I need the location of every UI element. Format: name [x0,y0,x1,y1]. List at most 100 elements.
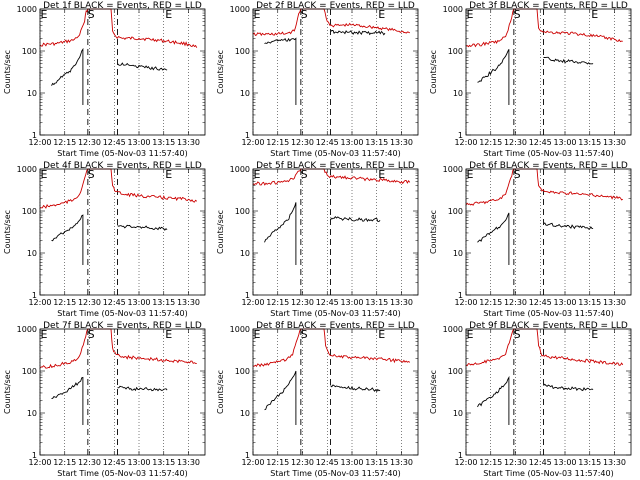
events-series-line [477,212,594,265]
chart-svg-9f: Det 9f BLACK = Events, RED = LLD Counts/s… [429,321,632,478]
y-axis-label: Counts/sec [3,370,12,414]
y-tick-label: 1 [32,451,37,460]
x-tick-label: 12:15 [266,138,289,147]
y-tick-label: 1 [245,131,250,140]
x-tick-label: 13:30 [603,298,626,307]
chart-title: Det 1f BLACK = Events, RED = LLD [43,1,202,11]
x-axis-label: Start Time (05-Nov-03 11:57:40) [57,149,187,158]
x-tick-label: 13:30 [390,298,413,307]
y-tick-label: 100 [22,207,37,216]
x-tick-label: 12:15 [53,138,76,147]
region-marker-label: E [165,328,172,341]
y-tick-label: 100 [22,47,37,56]
x-tick-label: 13:15 [578,458,601,467]
plot-frame [252,328,419,456]
x-tick-label: 12:45 [529,138,552,147]
plot-frame [39,8,206,136]
x-tick-label: 13:15 [365,458,388,467]
x-tick-label: 12:00 [454,298,477,307]
x-tick-label: 12:00 [241,458,264,467]
region-marker-label: S [301,8,308,21]
region-marker-label: E [165,8,172,21]
y-tick-label: 100 [448,47,463,56]
events-series-line [51,376,168,425]
x-axis-label: Start Time (05-Nov-03 11:57:40) [483,149,613,158]
y-tick-label: 100 [235,47,250,56]
x-tick-label: 12:45 [529,458,552,467]
x-axis-label: Start Time (05-Nov-03 11:57:40) [57,309,187,318]
region-marker-label: E [378,8,385,21]
x-tick-label: 12:15 [266,298,289,307]
lld-series-line [252,8,411,37]
region-marker-label: S [88,328,95,341]
y-tick-label: 1000 [17,325,37,334]
plot-frame [465,328,632,456]
x-tick-label: 12:45 [316,298,339,307]
x-tick-label: 13:15 [152,298,175,307]
y-tick-label: 1 [245,291,250,300]
chart-panel-5f: Det 5f BLACK = Events, RED = LLD Counts/s… [213,160,426,320]
chart-svg-6f: Det 6f BLACK = Events, RED = LLD Counts/s… [429,161,632,318]
region-marker-label: S [88,168,95,181]
y-axis-label: Counts/sec [429,370,438,414]
x-tick-label: 12:30 [504,298,527,307]
y-tick-label: 1 [245,451,250,460]
chart-title: Det 4f BLACK = Events, RED = LLD [43,161,202,171]
region-marker-label: E [254,8,261,21]
y-tick-label: 100 [448,367,463,376]
y-tick-label: 1 [32,131,37,140]
y-tick-label: 10 [240,89,250,98]
x-tick-label: 13:00 [340,458,363,467]
chart-svg-2f: Det 2f BLACK = Events, RED = LLD Counts/s… [216,1,419,158]
region-marker-label: S [514,328,521,341]
plot-frame [39,168,206,296]
x-tick-label: 12:00 [454,138,477,147]
region-marker-label: E [591,168,598,181]
x-tick-label: 13:30 [177,458,200,467]
events-series-line [477,375,594,425]
x-tick-label: 13:15 [365,298,388,307]
y-tick-label: 10 [27,249,37,258]
x-tick-label: 12:45 [103,458,126,467]
y-axis-label: Counts/sec [216,370,225,414]
x-tick-label: 12:30 [291,458,314,467]
x-tick-label: 13:00 [127,458,150,467]
x-tick-label: 13:00 [553,458,576,467]
x-tick-label: 12:30 [504,458,527,467]
x-tick-label: 13:15 [578,298,601,307]
region-marker-label: E [254,168,261,181]
y-tick-label: 1 [458,131,463,140]
region-marker-label: E [591,328,598,341]
x-tick-label: 12:00 [28,298,51,307]
x-tick-label: 12:00 [241,298,264,307]
x-tick-label: 12:45 [316,138,339,147]
chart-panel-2f: Det 2f BLACK = Events, RED = LLD Counts/s… [213,0,426,160]
x-tick-label: 12:00 [28,458,51,467]
y-tick-label: 1000 [230,325,250,334]
plot-frame [465,8,632,136]
x-axis-label: Start Time (05-Nov-03 11:57:40) [270,309,400,318]
events-series-line [51,214,168,265]
x-tick-label: 12:30 [291,298,314,307]
x-tick-label: 12:30 [78,298,101,307]
lld-series-line [465,8,623,48]
x-tick-label: 12:30 [504,138,527,147]
y-tick-label: 1 [458,451,463,460]
y-tick-label: 100 [448,207,463,216]
x-axis-label: Start Time (05-Nov-03 11:57:40) [483,469,613,478]
y-tick-label: 1 [32,291,37,300]
x-tick-label: 13:00 [340,138,363,147]
y-tick-label: 1 [458,291,463,300]
y-tick-label: 100 [22,367,37,376]
x-tick-label: 13:30 [390,138,413,147]
chart-title: Det 8f BLACK = Events, RED = LLD [256,321,415,331]
chart-panel-8f: Det 8f BLACK = Events, RED = LLD Counts/s… [213,320,426,480]
region-marker-label: E [41,328,48,341]
chart-panel-1f: Det 1f BLACK = Events, RED = LLD Counts/s… [0,0,213,160]
region-marker-label: E [467,168,474,181]
y-tick-label: 10 [240,409,250,418]
x-tick-label: 12:45 [316,458,339,467]
x-tick-label: 12:30 [78,138,101,147]
chart-svg-8f: Det 8f BLACK = Events, RED = LLD Counts/s… [216,321,419,478]
x-tick-label: 13:30 [177,298,200,307]
